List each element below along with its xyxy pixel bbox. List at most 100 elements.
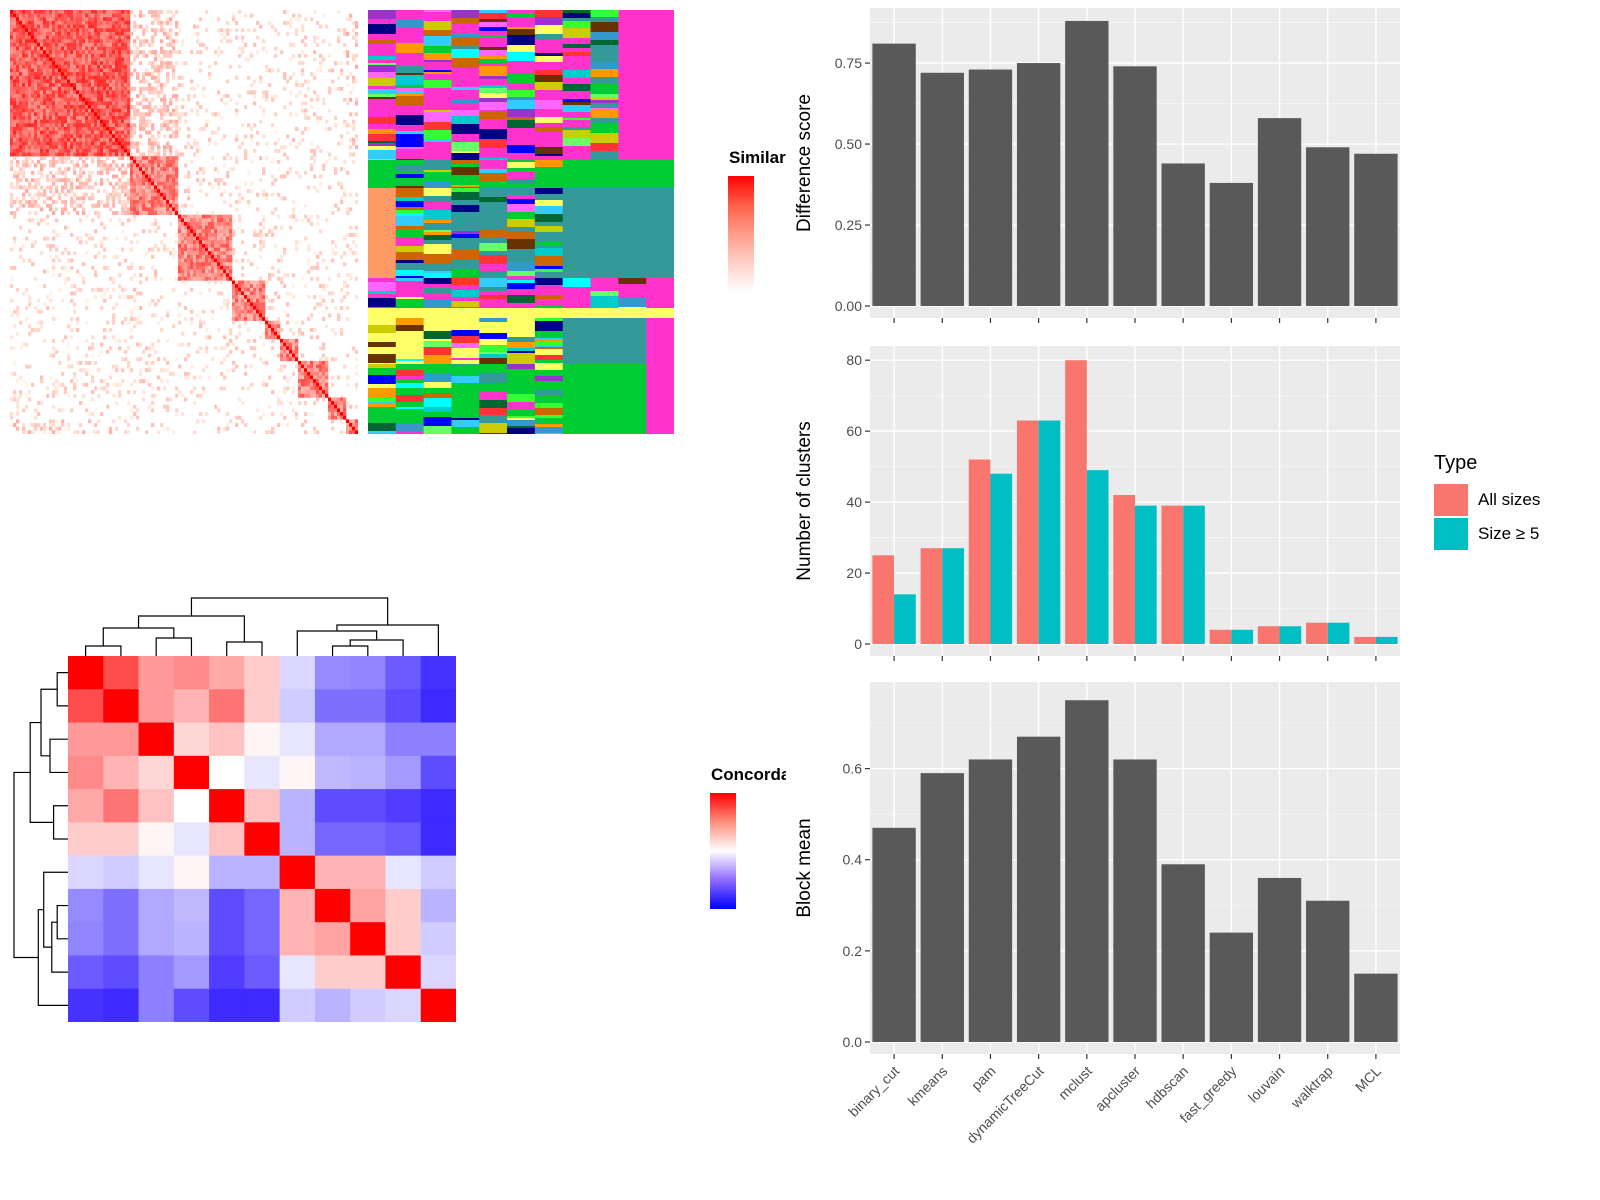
x-tick-label: hdbscan: [1143, 1063, 1192, 1112]
similarity-legend-colorbar: [728, 176, 754, 292]
concordance-cell: [420, 755, 456, 790]
concordance-cell: [350, 689, 386, 723]
concordance-cell: [314, 689, 351, 723]
concordance-cell: [173, 722, 210, 757]
label-segment: [368, 318, 674, 364]
concordance-cell: [173, 888, 210, 923]
bar-all-sizes: [920, 548, 943, 644]
bar: [1257, 118, 1302, 306]
concordance-cell: [103, 888, 139, 923]
concordance-cell: [279, 888, 316, 923]
concordance-cell: [138, 888, 175, 923]
concordance-cell: [314, 922, 351, 956]
type-legend: Type All sizes Size ≥ 5: [1428, 450, 1578, 560]
bar: [1016, 63, 1061, 306]
bar: [1113, 759, 1157, 1042]
concordance-cell: [103, 822, 139, 857]
concordance-cell: [103, 755, 139, 790]
x-tick-label: apcluster: [1092, 1063, 1144, 1115]
concordance-heatmap: [68, 656, 456, 1022]
concordance-cell: [68, 755, 104, 790]
concordance-cell: [138, 755, 175, 790]
concordance-cell: [279, 822, 316, 857]
bar-size-ge5: [1038, 420, 1061, 644]
concordance-cell: [103, 656, 139, 690]
bar-size-ge5: [894, 594, 916, 644]
concordance-cell: [385, 922, 422, 956]
concordance-cell: [138, 955, 175, 990]
concordance-cell: [103, 789, 139, 823]
concordance-cell: [244, 822, 281, 857]
bar: [872, 827, 916, 1042]
y-tick-label: 0: [854, 636, 862, 652]
concordance-cell: [385, 855, 422, 890]
concordance-row-labels: [460, 656, 660, 1022]
concordance-cell: [420, 922, 456, 956]
concordance-cell: [244, 755, 281, 790]
concordance-cell: [314, 888, 351, 923]
bar-size-ge5: [1086, 470, 1109, 644]
concordance-legend-colorbar: [710, 793, 736, 909]
concordance-cell: [350, 855, 386, 890]
y-tick-label: 40: [846, 494, 862, 510]
concordance-cell: [350, 722, 386, 757]
concordance-cell: [314, 955, 351, 990]
label-segment: [368, 10, 674, 160]
dendrogram-branches: [85, 597, 439, 658]
concordance-cell: [138, 656, 175, 690]
concordance-cell: [173, 656, 210, 690]
concordance-cell: [420, 789, 456, 823]
concordance-cell: [385, 689, 422, 723]
y-tick-label: 0.00: [835, 298, 862, 314]
concordance-cell: [244, 789, 281, 823]
legend-label-size-ge5: Size ≥ 5: [1478, 524, 1540, 543]
bar-all-sizes: [1257, 626, 1280, 644]
bar-size-ge5: [990, 473, 1013, 644]
bar: [920, 72, 964, 306]
bar: [1161, 163, 1205, 306]
concordance-cell: [279, 789, 316, 823]
concordance-cell: [68, 955, 104, 990]
concordance-cell: [279, 988, 316, 1022]
concordance-cell: [68, 888, 104, 923]
bar-all-sizes: [1209, 629, 1232, 644]
concordance-cell: [138, 722, 175, 757]
y-tick-label: 0.25: [835, 217, 862, 233]
concordance-row-dendrogram: [13, 672, 68, 1006]
bar: [1161, 864, 1205, 1042]
concordance-cell: [385, 789, 422, 823]
label-segment: [368, 188, 674, 278]
concordance-cell: [209, 888, 245, 923]
bar-size-ge5: [1375, 636, 1398, 644]
concordance-cell: [279, 722, 316, 757]
concordance-cell: [279, 656, 316, 690]
concordance-cell: [350, 789, 386, 823]
concordance-cell: [103, 855, 139, 890]
concordance-cell: [173, 755, 210, 790]
type-legend-title: Type: [1434, 452, 1478, 474]
concordance-cell: [279, 689, 316, 723]
concordance-cell: [68, 722, 104, 757]
concordance-cell: [350, 955, 386, 990]
concordance-legend: Concordance: [708, 763, 786, 923]
concordance-cell: [103, 689, 139, 723]
concordance-cell: [314, 988, 351, 1022]
concordance-cell: [279, 955, 316, 990]
concordance-cell: [68, 922, 104, 956]
similarity-method-axis: [360, 436, 690, 576]
bar: [968, 69, 1013, 306]
concordance-cell: [209, 855, 245, 890]
bar: [872, 43, 916, 307]
bar-size-ge5: [1327, 622, 1350, 644]
bar-all-sizes: [1016, 420, 1039, 644]
bar: [920, 773, 964, 1042]
x-tick-label: mclust: [1055, 1063, 1095, 1103]
x-tick-label: pam: [968, 1063, 999, 1094]
similarity-legend-title: Similarity: [729, 148, 786, 167]
bar: [1113, 66, 1157, 306]
bar: [1257, 877, 1302, 1042]
concordance-cell: [420, 689, 456, 723]
concordance-cell: [420, 855, 456, 890]
concordance-cell: [173, 955, 210, 990]
similarity-label-columns: [368, 10, 674, 434]
